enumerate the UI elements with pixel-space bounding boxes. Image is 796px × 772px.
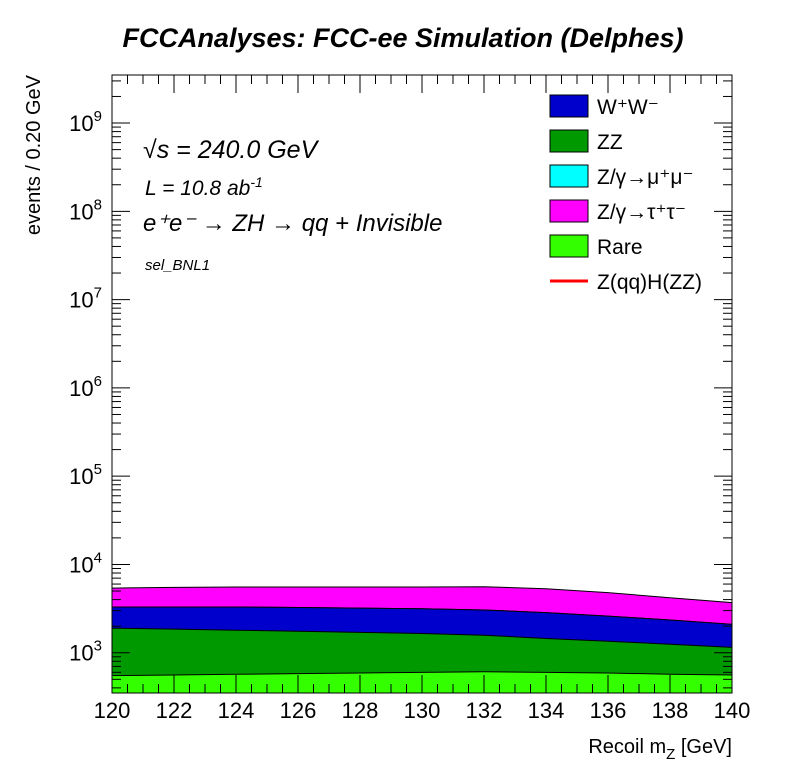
x-tick-label: 130	[404, 698, 441, 723]
x-axis-label-unit: [GeV]	[675, 736, 732, 758]
x-tick-label: 126	[280, 698, 317, 723]
y-tick-label: 107	[69, 285, 102, 313]
y-tick-label: 109	[69, 108, 102, 136]
legend-swatch	[549, 199, 589, 223]
x-tick-label: 122	[156, 698, 193, 723]
legend-label: Z/γ→τ⁺τ⁻	[597, 201, 686, 224]
legend-swatch	[549, 164, 589, 188]
y-axis-label: events / 0.20 GeV	[23, 74, 45, 235]
annotation-sqrt-s: √s = 240.0 GeV	[143, 136, 320, 164]
legend-label: W⁺W⁻	[597, 96, 659, 119]
x-axis-ticks: 120 122 124 126 128 130 132 134 136 138 140	[94, 75, 751, 723]
annotation-selection: sel_BNL1	[145, 257, 210, 274]
legend-label: Z(qq)H(ZZ)	[597, 271, 702, 294]
x-tick-label: 124	[218, 698, 255, 723]
x-tick-label: 128	[342, 698, 379, 723]
x-tick-label: 120	[94, 698, 131, 723]
annotation-lumi-text: L = 10.8 ab	[145, 177, 251, 200]
x-axis-label: Recoil mZ [GeV]	[588, 736, 732, 763]
x-tick-label: 140	[714, 698, 751, 723]
legend-label: Rare	[597, 236, 643, 259]
annotation-luminosity: L = 10.8 ab-1	[145, 174, 263, 200]
x-axis-label-sub: Z	[666, 746, 675, 763]
y-tick-label: 104	[69, 549, 102, 577]
y-tick-label: 105	[69, 461, 102, 489]
legend: W⁺W⁻ ZZ Z/γ→μ⁺μ⁻ Z/γ→τ⁺τ⁻ Rare Z(qq)H(ZZ)	[549, 94, 702, 294]
x-tick-label: 132	[466, 698, 503, 723]
chart-title: FCCAnalyses: FCC-ee Simulation (Delphes)	[122, 23, 683, 53]
legend-label: Z/γ→μ⁺μ⁻	[597, 166, 694, 189]
x-axis-label-main: Recoil m	[588, 736, 666, 758]
x-tick-label: 136	[590, 698, 627, 723]
y-tick-label: 106	[69, 373, 102, 401]
y-tick-label: 108	[69, 196, 102, 224]
annotation-lumi-exp: -1	[250, 174, 262, 190]
legend-label: ZZ	[597, 131, 623, 154]
y-tick-label: 103	[69, 638, 102, 666]
x-tick-label: 138	[652, 698, 689, 723]
annotation-process: e⁺e⁻ → ZH → qq + Invisible	[143, 210, 442, 237]
legend-swatch	[549, 234, 589, 258]
x-tick-label: 134	[528, 698, 565, 723]
legend-swatch	[549, 94, 589, 118]
y-axis-ticks: 103 104 105 106 107 108 109	[69, 80, 732, 689]
legend-swatch	[549, 129, 589, 153]
stacked-histograms	[111, 586, 733, 694]
